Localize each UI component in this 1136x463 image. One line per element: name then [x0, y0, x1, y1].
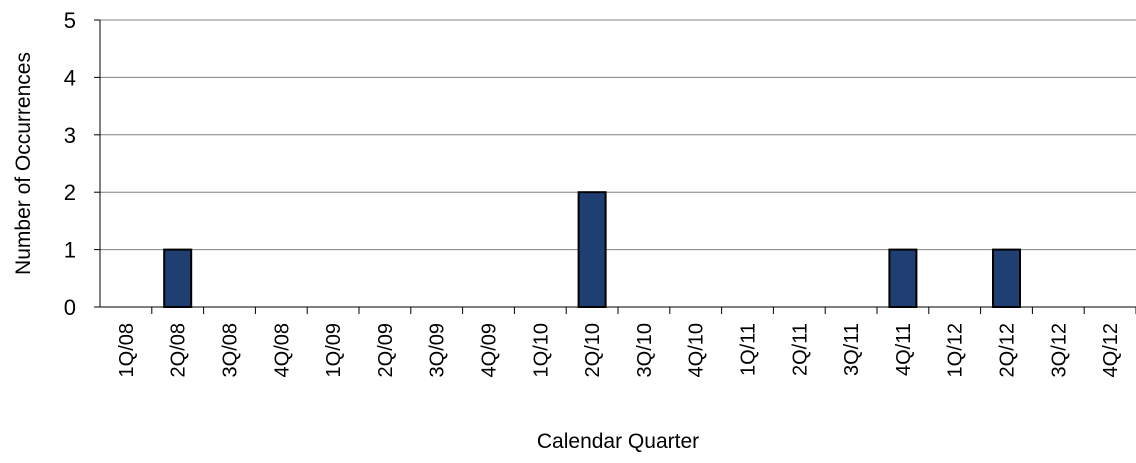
y-tick-label: 0 [64, 295, 76, 320]
x-tick-label: 1Q/10 [530, 323, 552, 377]
y-tick-label: 5 [64, 8, 76, 33]
x-tick-label: 3Q/12 [1048, 323, 1070, 377]
x-axis-title: Calendar Quarter [537, 430, 699, 453]
bar-2Q-12 [992, 248, 1021, 309]
y-tick-label: 3 [64, 123, 76, 148]
x-tick-label: 1Q/09 [323, 323, 345, 377]
axes [99, 20, 1136, 308]
x-tick-label: 1Q/08 [116, 323, 138, 377]
x-tick-label: 4Q/08 [271, 323, 293, 377]
x-tick-label: 4Q/12 [1100, 323, 1122, 377]
bar-2Q-10 [577, 191, 607, 308]
x-tick-label: 1Q/12 [945, 323, 967, 377]
x-tick-label: 2Q/08 [168, 323, 190, 377]
bar-4Q-11 [888, 248, 918, 309]
y-tick-labels: 0 1 2 3 4 5 [64, 8, 76, 320]
x-tick-label: 1Q/11 [738, 323, 760, 376]
x-tick-label: 3Q/09 [427, 323, 449, 377]
x-tick-label: 2Q/09 [375, 323, 397, 377]
x-tick-label: 3Q/11 [841, 323, 863, 376]
bars [163, 191, 1021, 309]
x-tick-label: 4Q/09 [479, 323, 501, 377]
x-tick-label: 4Q/10 [686, 323, 708, 377]
bar-2Q-08 [163, 248, 193, 309]
x-tick-label: 3Q/10 [634, 323, 656, 377]
x-tick-labels: 1Q/08 2Q/08 3Q/08 4Q/08 1Q/09 2Q/09 3Q/09 4Q/09… [116, 323, 1122, 377]
x-tick-label: 2Q/10 [582, 323, 604, 377]
y-axis-title: Number of Occurrences [12, 52, 35, 275]
x-tick-label: 2Q/11 [789, 323, 811, 376]
y-tick-label: 4 [64, 65, 76, 90]
gridlines [94, 19, 1136, 314]
x-tick-label: 2Q/12 [997, 323, 1019, 377]
x-tick-label: 3Q/08 [220, 323, 242, 377]
y-tick-label: 2 [64, 180, 76, 205]
y-tick-label: 1 [64, 238, 76, 263]
x-tick-label: 4Q/11 [893, 323, 915, 376]
